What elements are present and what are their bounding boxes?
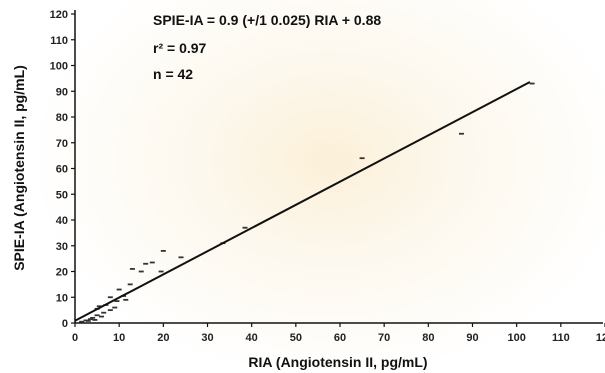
x-tick-label: 20 — [157, 332, 169, 344]
y-tick-label: 90 — [56, 86, 68, 98]
annotations: SPIE-IA = 0.9 (+/1 0.025) RIA + 0.88 r² … — [153, 12, 381, 82]
y-axis-title: SPIE-IA (Angiotensin II, pg/mL) — [11, 65, 27, 271]
y-axis-label: SPIE-IA (Angiotensin II, pg/mL) — [11, 65, 27, 271]
x-axis-ticks: 0 10 20 30 40 50 60 70 80 90 100 110 120 — [72, 323, 605, 344]
y-tick-label: 120 — [50, 9, 68, 21]
x-tick-label: 10 — [113, 332, 125, 344]
y-tick-label: 10 — [56, 292, 68, 304]
y-tick-label: 110 — [50, 35, 68, 47]
y-tick-label: 60 — [56, 164, 68, 176]
x-tick-label: 50 — [290, 332, 302, 344]
data-points — [79, 82, 535, 323]
regression-equation: SPIE-IA = 0.9 (+/1 0.025) RIA + 0.88 — [153, 12, 381, 28]
y-tick-label: 20 — [56, 267, 68, 279]
x-tick-label: 40 — [246, 332, 258, 344]
sample-size: n = 42 — [153, 66, 193, 82]
y-tick-label: 0 — [62, 318, 68, 330]
y-tick-label: 30 — [56, 241, 68, 253]
x-tick-label: 100 — [507, 332, 525, 344]
y-axis-ticks: 0 10 20 30 40 50 60 70 80 90 100 110 120 — [50, 9, 75, 330]
x-tick-label: 70 — [378, 332, 390, 344]
x-tick-label: 90 — [466, 332, 478, 344]
y-tick-label: 100 — [50, 61, 68, 73]
x-tick-label: 0 — [72, 332, 78, 344]
x-tick-label: 60 — [334, 332, 346, 344]
regression-line — [74, 81, 531, 322]
y-tick-label: 80 — [56, 112, 68, 124]
y-tick-label: 70 — [56, 138, 68, 150]
r-squared: r² = 0.97 — [153, 40, 207, 56]
y-tick-label: 40 — [56, 215, 68, 227]
x-tick-label: 110 — [552, 332, 570, 344]
x-tick-label: 30 — [201, 332, 213, 344]
x-axis-label: RIA (Angiotensin II, pg/mL) — [248, 354, 427, 370]
x-tick-label: 80 — [422, 332, 434, 344]
x-tick-label: 120 — [596, 332, 605, 344]
y-tick-label: 50 — [56, 189, 68, 201]
